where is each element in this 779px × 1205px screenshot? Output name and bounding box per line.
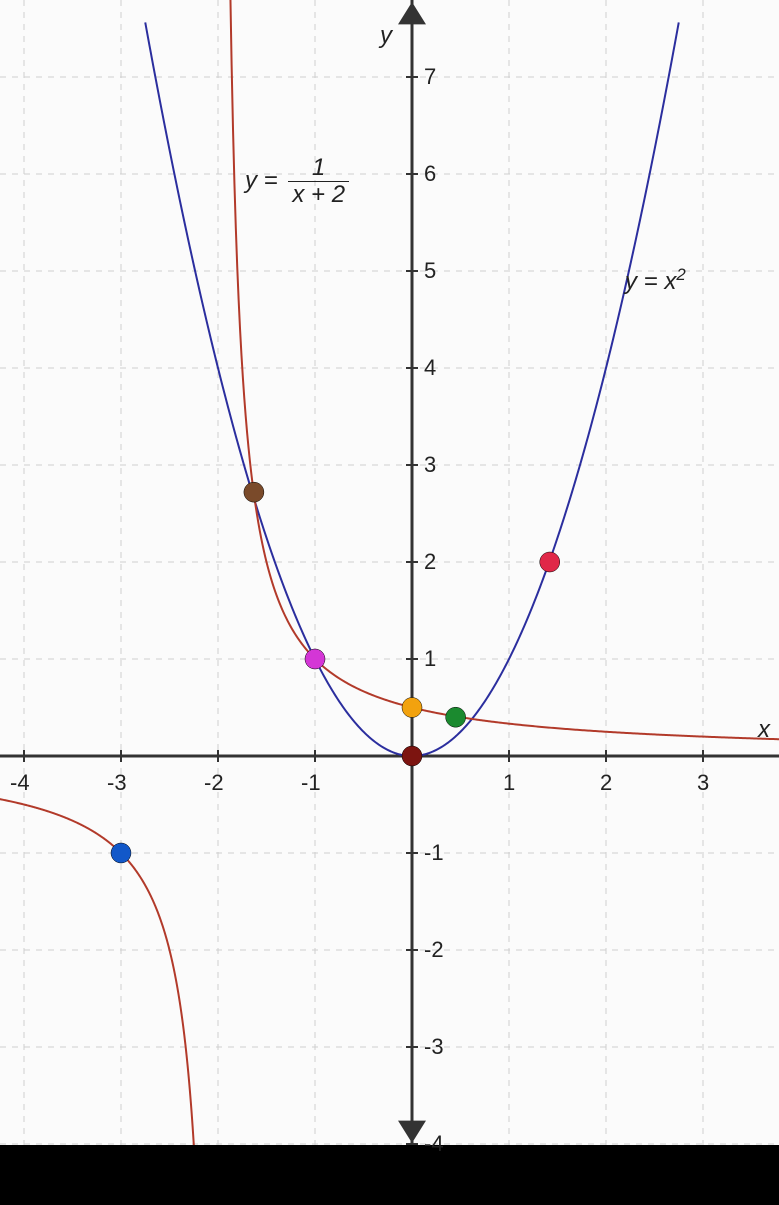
x-tick-label: -1 <box>301 770 321 796</box>
pt-orange <box>402 698 422 718</box>
x-tick-label: -3 <box>107 770 127 796</box>
reciprocal-denominator: x + 2 <box>288 182 349 208</box>
reciprocal-label: y = 1 x + 2 <box>245 155 349 209</box>
x-tick-label: -2 <box>204 770 224 796</box>
reciprocal-numerator: 1 <box>288 155 349 182</box>
x-tick-label: 1 <box>503 770 515 796</box>
chart-svg <box>0 0 779 1145</box>
pt-green <box>446 707 466 727</box>
pt-magenta <box>305 649 325 669</box>
y-tick-label: 6 <box>424 161 436 187</box>
y-tick-label: -2 <box>424 937 444 963</box>
x-axis-label: x <box>758 716 770 744</box>
y-tick-label: 3 <box>424 452 436 478</box>
y-tick-label: 2 <box>424 549 436 575</box>
pt-brown <box>244 482 264 502</box>
pt-darkred <box>402 746 422 766</box>
reciprocal-fraction: 1 x + 2 <box>288 155 349 209</box>
y-tick-label: 4 <box>424 355 436 381</box>
y-tick-label: -3 <box>424 1034 444 1060</box>
parabola-label-text: y = x2 <box>625 268 686 295</box>
y-tick-label: 7 <box>424 64 436 90</box>
parabola-label: y = x2 <box>625 265 686 296</box>
x-tick-label: 3 <box>697 770 709 796</box>
y-tick-label: 5 <box>424 258 436 284</box>
y-axis-label: y <box>380 22 392 50</box>
chart-container: y x y = 1 x + 2 y = x2 -4-3-2-1123-4-3-2… <box>0 0 779 1145</box>
x-tick-label: -4 <box>10 770 30 796</box>
pt-blue <box>111 843 131 863</box>
y-tick-label: -1 <box>424 840 444 866</box>
x-tick-label: 2 <box>600 770 612 796</box>
pt-red <box>540 552 560 572</box>
y-tick-label: -4 <box>424 1131 444 1157</box>
reciprocal-label-prefix: y = <box>245 167 278 194</box>
y-tick-label: 1 <box>424 646 436 672</box>
